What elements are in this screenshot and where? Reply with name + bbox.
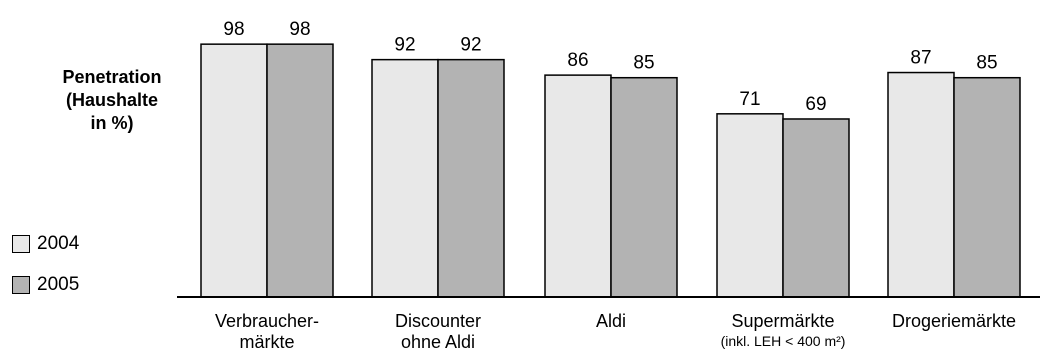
legend-swatch-2005 xyxy=(12,276,30,294)
bars-group xyxy=(200,43,1021,298)
bar-2005-0 xyxy=(266,43,334,298)
category-label-drogeriemaerkte: Drogeriemärkte xyxy=(892,311,1016,332)
legend-item-2004: 2004 xyxy=(12,232,79,256)
value-label-2005-0: 98 xyxy=(289,19,310,40)
category-label-supermaerkte: Supermärkte (inkl. LEH < 400 m²) xyxy=(721,311,846,350)
category-label-discounter: Discounter ohne Aldi xyxy=(395,311,481,353)
category-label-line: märkte xyxy=(239,332,295,352)
legend-label-2005: 2005 xyxy=(37,274,80,295)
value-label-2005-2: 85 xyxy=(633,53,654,74)
legend-item-2005: 2005 xyxy=(12,273,79,297)
category-label-aldi: Aldi xyxy=(596,311,626,332)
category-label-line: ohne Aldi xyxy=(400,332,476,352)
category-label-line: Aldi xyxy=(595,311,627,331)
bar-2005-3 xyxy=(782,118,850,298)
bar-2005-2 xyxy=(610,76,678,298)
category-label-line: Verbraucher- xyxy=(214,311,320,331)
value-label-2005-1: 92 xyxy=(460,35,481,56)
y-axis-label-line-2: (Haushalte xyxy=(65,90,159,110)
y-axis-label-line-3: in %) xyxy=(90,113,134,133)
legend-label-2004: 2004 xyxy=(37,233,80,254)
bar-2004-2 xyxy=(544,74,612,298)
category-sublabel: (inkl. LEH < 400 m²) xyxy=(720,333,846,349)
value-label-2004-1: 92 xyxy=(394,35,415,56)
bar-2004-1 xyxy=(371,58,439,298)
bar-2005-4 xyxy=(953,76,1021,298)
bar-2004-4 xyxy=(887,71,955,298)
category-label-line: Discounter xyxy=(394,311,482,331)
legend: 2004 2005 xyxy=(12,232,79,314)
y-axis-label: Penetration (Haushalte in %) xyxy=(12,66,212,135)
category-label-verbrauchermaerkte: Verbraucher- märkte xyxy=(215,311,319,353)
value-labels-group: 98 98 92 92 86 85 71 69 87 85 xyxy=(223,19,997,115)
value-label-2004-3: 71 xyxy=(739,89,760,110)
category-label-line: Supermärkte xyxy=(731,311,835,331)
bar-2005-1 xyxy=(437,58,505,298)
y-axis-label-line-1: Penetration xyxy=(62,67,162,87)
value-label-2005-3: 69 xyxy=(805,94,826,115)
value-label-2005-4: 85 xyxy=(976,53,997,74)
value-label-2004-0: 98 xyxy=(223,19,244,40)
legend-swatch-2004 xyxy=(12,235,30,253)
value-label-2004-2: 86 xyxy=(567,50,588,71)
bar-2004-0 xyxy=(200,43,268,298)
value-label-2004-4: 87 xyxy=(910,48,931,69)
bar-2004-3 xyxy=(716,113,784,298)
category-label-line: Drogeriemärkte xyxy=(891,311,1017,331)
